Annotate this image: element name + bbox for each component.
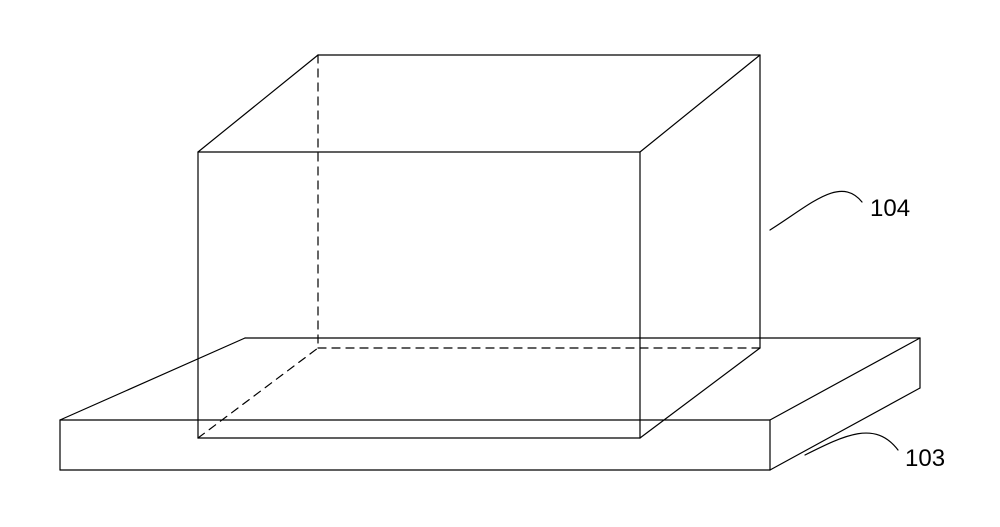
label-upper-box: 104	[870, 195, 910, 223]
label-lower-slab: 103	[905, 445, 945, 473]
isometric-diagram	[0, 0, 1000, 527]
